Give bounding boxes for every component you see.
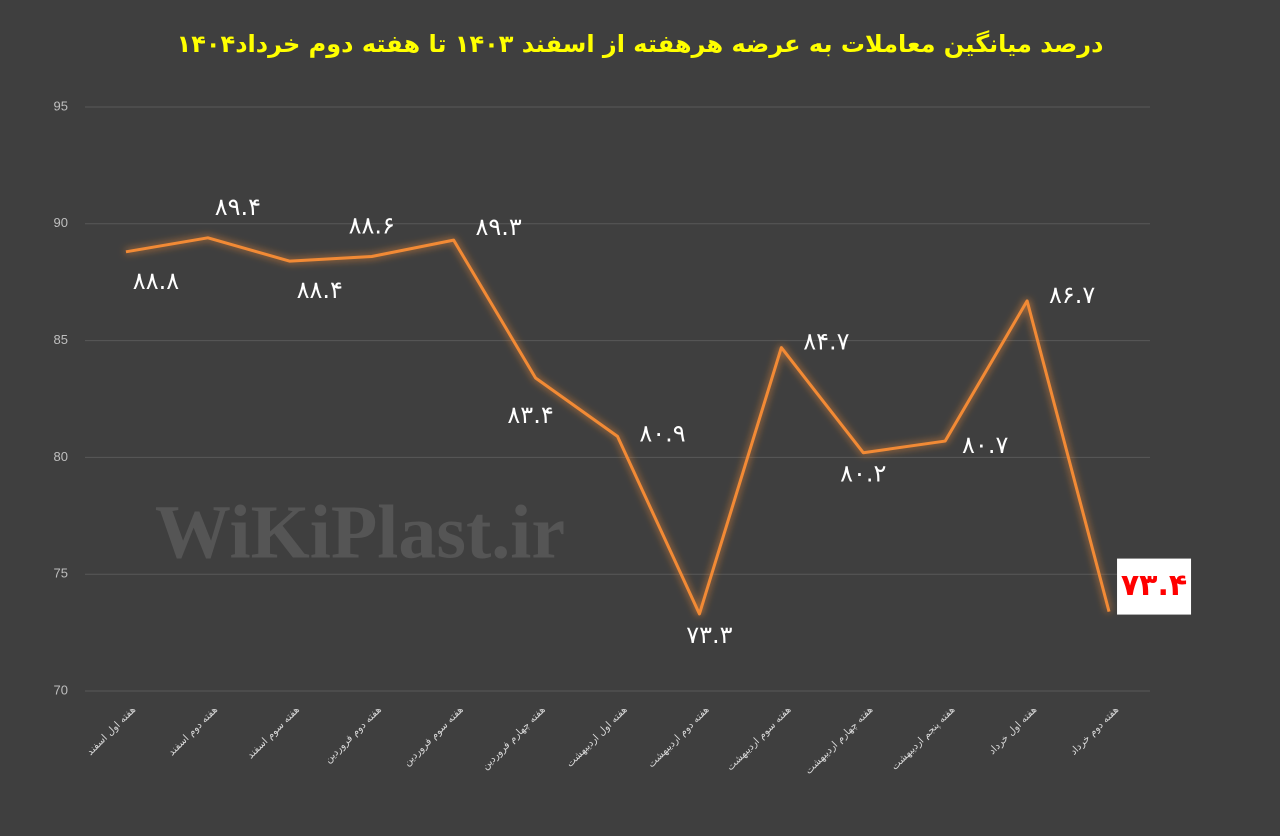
y-tick-label: 70 xyxy=(54,682,68,697)
value-label: ۸۸.۶ xyxy=(349,212,395,240)
y-tick-label: 95 xyxy=(54,98,68,113)
value-label: ۸۶.۷ xyxy=(1049,281,1095,309)
value-label: ۸۹.۳ xyxy=(475,213,521,241)
value-label: ۸۰.۹ xyxy=(639,419,685,447)
value-label: ۸۰.۷ xyxy=(962,431,1008,459)
value-label: ۸۸.۴ xyxy=(297,276,343,304)
y-tick-label: 85 xyxy=(54,332,68,347)
value-label: ۸۹.۴ xyxy=(215,193,261,221)
highlight-box xyxy=(1117,558,1192,615)
y-tick-label: 80 xyxy=(54,449,68,464)
value-label: ۸۳.۴ xyxy=(507,401,553,429)
value-label: ۷۳.۴ xyxy=(1121,568,1187,603)
data-line xyxy=(125,236,1111,616)
chart-title: درصد میانگین معاملات به عرضه هرهفته از ا… xyxy=(177,30,1104,58)
watermark: WiKiPlast.ir xyxy=(155,490,565,574)
y-tick-label: 90 xyxy=(54,215,68,230)
value-label: ۸۴.۷ xyxy=(803,328,849,356)
y-tick-label: 75 xyxy=(54,566,68,581)
value-label: ۸۰.۲ xyxy=(840,460,886,488)
value-label: ۸۸.۸ xyxy=(133,267,179,295)
value-label: ۷۳.۳ xyxy=(686,621,732,649)
